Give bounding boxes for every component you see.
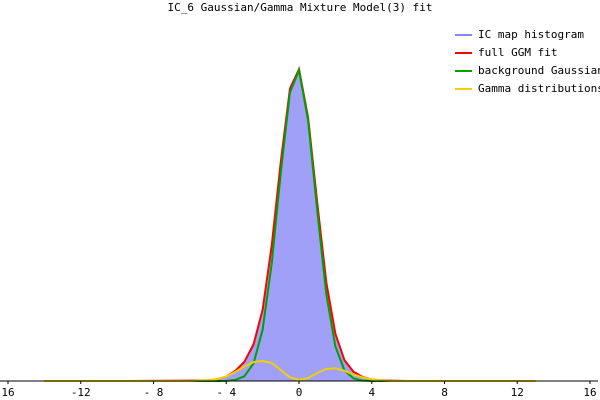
x-tick-label: - 4 [216,386,236,399]
series-line [44,359,536,382]
x-tick-label: 12 [511,386,524,399]
x-tick-label: 4 [368,386,375,399]
x-tick-label: - 8 [144,386,164,399]
x-tick-label: 0 [296,386,303,399]
x-tick-label: 16 [1,386,14,399]
chart-title: IC_6 Gaussian/Gamma Mixture Model(3) fit [168,1,433,14]
x-tick-label: 16 [583,386,596,399]
legend-label: Gamma distributions [478,82,600,95]
legend-label: background Gaussian [478,64,600,77]
legend-label: IC map histogram [478,28,584,41]
x-tick-label: 8 [441,386,448,399]
histogram-area [44,67,536,382]
legend-label: full GGM fit [478,46,557,59]
x-tick-label: -12 [71,386,91,399]
